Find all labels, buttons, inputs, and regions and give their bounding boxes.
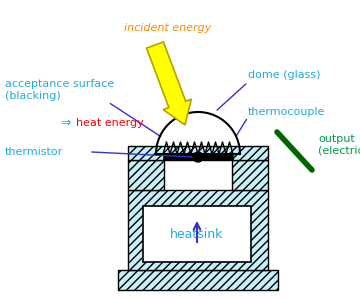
- Text: dome (glass): dome (glass): [248, 70, 320, 80]
- Bar: [118, 270, 278, 290]
- Bar: [128, 160, 164, 190]
- Text: output
(electric signal): output (electric signal): [318, 134, 360, 156]
- Text: acceptance surface
(blacking): acceptance surface (blacking): [5, 79, 114, 101]
- FancyArrow shape: [147, 42, 191, 125]
- Text: thermocouple: thermocouple: [248, 107, 325, 117]
- Text: ⇒: ⇒: [60, 116, 71, 130]
- Bar: [128, 146, 268, 160]
- Text: thermistor: thermistor: [5, 147, 63, 157]
- Bar: [232, 160, 268, 190]
- Text: incident energy: incident energy: [124, 23, 212, 33]
- Text: heatsink: heatsink: [170, 229, 224, 242]
- Bar: [143, 206, 251, 262]
- Bar: [163, 154, 233, 160]
- Bar: [128, 190, 268, 270]
- Circle shape: [193, 152, 203, 162]
- Text: heat energy: heat energy: [76, 118, 144, 128]
